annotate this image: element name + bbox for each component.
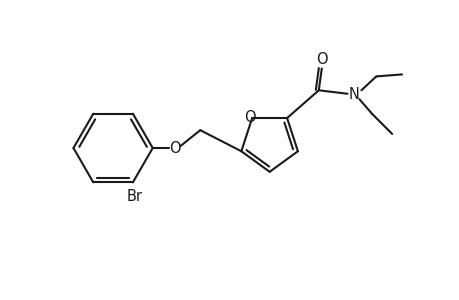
Text: N: N [348,87,359,102]
Text: O: O [315,52,327,67]
Text: O: O [168,140,180,155]
Text: O: O [244,110,256,124]
Text: Br: Br [127,189,143,204]
